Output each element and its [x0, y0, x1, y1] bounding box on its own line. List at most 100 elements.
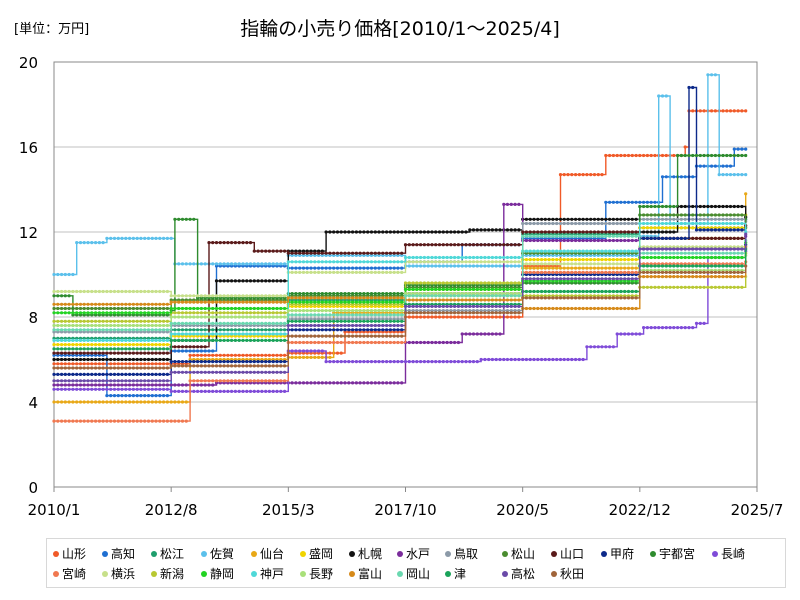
data-point: [86, 311, 90, 315]
data-point: [691, 85, 695, 90]
legend-label: 山形: [62, 547, 87, 561]
data-point: [419, 309, 423, 313]
data-point: [131, 347, 135, 351]
data-point: [162, 338, 166, 342]
data-point: [351, 328, 355, 332]
data-point: [275, 364, 279, 368]
data-point: [226, 300, 230, 304]
data-point: [354, 260, 358, 264]
data-point: [710, 213, 714, 217]
data-point: [642, 226, 646, 230]
data-point: [691, 217, 695, 221]
data-point: [71, 272, 75, 277]
data-point: [615, 200, 619, 204]
data-point: [267, 306, 271, 311]
data-point: [441, 304, 445, 308]
data-point: [283, 353, 287, 357]
data-point: [419, 264, 423, 268]
data-point: [63, 289, 67, 294]
data-point: [165, 419, 169, 423]
data-point: [653, 230, 657, 234]
data-point: [162, 323, 166, 328]
data-point: [320, 323, 324, 328]
data-point: [388, 292, 392, 296]
data-point: [146, 319, 151, 323]
data-point: [483, 255, 487, 260]
data-point: [214, 364, 219, 368]
data-point: [649, 213, 653, 217]
data-point: [351, 260, 355, 264]
data-point: [188, 332, 192, 336]
data-point: [668, 264, 672, 268]
data-point: [131, 387, 135, 391]
data-point: [290, 340, 294, 345]
data-point: [305, 334, 309, 338]
data-point: [657, 275, 661, 279]
data-point: [385, 360, 389, 364]
data-point: [505, 255, 510, 260]
data-point: [400, 270, 404, 274]
data-point: [649, 247, 653, 251]
data-point: [78, 347, 83, 351]
data-point: [585, 258, 589, 262]
data-point: [97, 351, 101, 355]
data-point: [169, 383, 173, 387]
data-point: [592, 306, 597, 311]
legend-label: 甲府: [610, 547, 635, 561]
data-point: [517, 357, 521, 362]
legend-marker: [551, 570, 557, 577]
data-point: [335, 317, 340, 321]
data-point: [585, 230, 589, 234]
data-point: [581, 262, 585, 266]
data-point: [505, 309, 510, 313]
data-point: [392, 253, 396, 257]
data-point: [513, 357, 517, 362]
data-point: [60, 362, 64, 366]
data-point: [430, 340, 434, 345]
data-point: [479, 311, 483, 315]
data-point: [313, 328, 317, 332]
data-point: [252, 262, 256, 266]
data-point: [483, 304, 487, 308]
data-point: [154, 357, 158, 362]
data-point: [328, 230, 332, 234]
series-line-宮崎: [54, 261, 747, 422]
data-point: [218, 300, 222, 304]
data-point: [400, 340, 404, 345]
data-point: [283, 249, 287, 253]
data-point: [112, 400, 117, 404]
data-point: [649, 270, 653, 274]
data-point: [188, 217, 192, 221]
data-point: [146, 328, 151, 332]
data-point: [596, 277, 600, 281]
data-point: [381, 313, 385, 317]
data-point: [456, 360, 460, 364]
data-point: [97, 387, 101, 391]
data-point: [683, 213, 687, 217]
data-point: [143, 338, 147, 342]
data-point: [135, 419, 139, 423]
data-point: [721, 264, 725, 268]
data-point: [562, 173, 566, 177]
data-point: [608, 221, 612, 226]
data-point: [369, 334, 374, 338]
data-point: [369, 296, 374, 300]
data-point: [60, 387, 64, 391]
data-point: [67, 347, 71, 351]
data-point: [728, 221, 733, 226]
data-point: [619, 277, 623, 281]
data-point: [589, 249, 593, 253]
data-point: [551, 249, 555, 253]
data-point: [369, 251, 374, 255]
data-point: [611, 258, 616, 262]
data-point: [505, 202, 510, 206]
data-point: [86, 387, 90, 391]
data-point: [611, 238, 616, 243]
data-point: [332, 334, 336, 338]
data-point: [120, 372, 124, 376]
data-point: [324, 266, 328, 270]
data-point: [732, 255, 736, 260]
data-point: [653, 275, 657, 279]
data-point: [453, 360, 457, 364]
data-point: [290, 328, 294, 332]
